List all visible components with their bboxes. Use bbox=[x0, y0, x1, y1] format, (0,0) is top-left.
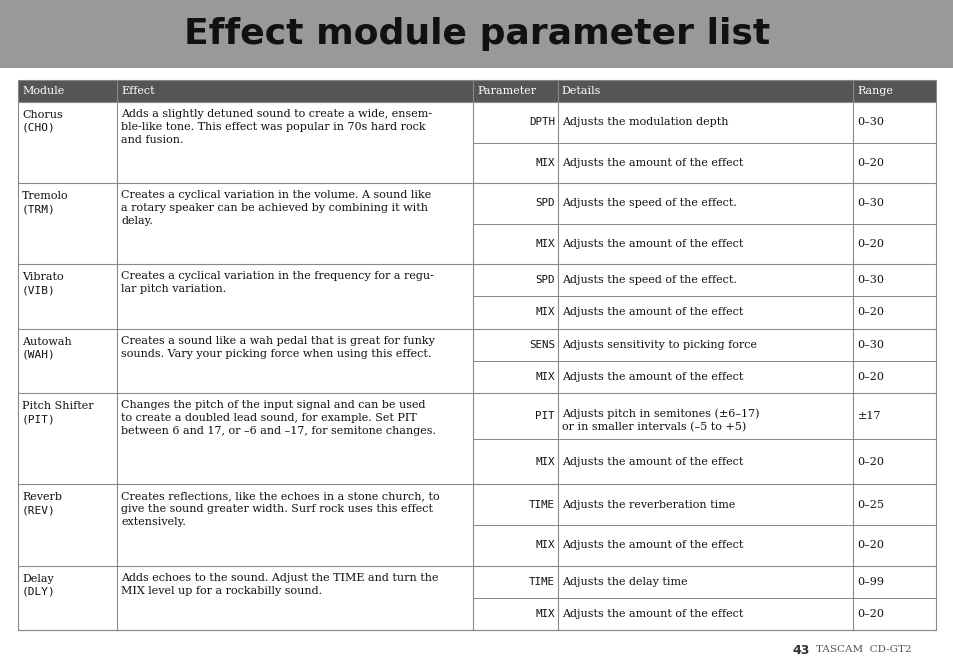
Text: 0–20: 0–20 bbox=[857, 372, 883, 382]
Text: 0–30: 0–30 bbox=[857, 199, 883, 208]
Text: 0–99: 0–99 bbox=[857, 576, 883, 586]
Text: 0–20: 0–20 bbox=[857, 239, 883, 249]
Text: (DLY): (DLY) bbox=[22, 586, 55, 597]
Text: Adjusts the modulation depth: Adjusts the modulation depth bbox=[561, 117, 727, 127]
Text: Vibrato: Vibrato bbox=[22, 272, 64, 282]
Text: ble-like tone. This effect was popular in 70s hard rock: ble-like tone. This effect was popular i… bbox=[121, 122, 425, 132]
Text: (PIT): (PIT) bbox=[22, 414, 55, 424]
Text: Adjusts the delay time: Adjusts the delay time bbox=[561, 576, 687, 586]
Text: Chorus: Chorus bbox=[22, 110, 63, 120]
Text: PIT: PIT bbox=[535, 411, 555, 421]
Text: 0–30: 0–30 bbox=[857, 275, 883, 285]
Text: MIX: MIX bbox=[535, 158, 555, 168]
Text: give the sound greater width. Surf rock uses this effect: give the sound greater width. Surf rock … bbox=[121, 505, 433, 515]
Text: Adjusts the amount of the effect: Adjusts the amount of the effect bbox=[561, 457, 742, 466]
Bar bbox=[18, 80, 935, 630]
Text: to create a doubled lead sound, for example. Set PIT: to create a doubled lead sound, for exam… bbox=[121, 413, 416, 423]
Text: MIX level up for a rockabilly sound.: MIX level up for a rockabilly sound. bbox=[121, 586, 322, 596]
Text: MIX: MIX bbox=[535, 307, 555, 317]
Text: (VIB): (VIB) bbox=[22, 285, 55, 295]
Text: Reverb: Reverb bbox=[22, 493, 62, 503]
Text: lar pitch variation.: lar pitch variation. bbox=[121, 284, 226, 294]
Text: Details: Details bbox=[561, 86, 600, 96]
Text: SENS: SENS bbox=[528, 340, 555, 350]
Bar bbox=[0, 0, 953, 68]
Text: between 6 and 17, or –6 and –17, for semitone changes.: between 6 and 17, or –6 and –17, for sem… bbox=[121, 426, 436, 436]
Text: Creates a cyclical variation in the volume. A sound like: Creates a cyclical variation in the volu… bbox=[121, 190, 431, 200]
Text: Adjusts sensitivity to picking force: Adjusts sensitivity to picking force bbox=[561, 340, 756, 350]
Text: ±17: ±17 bbox=[857, 411, 880, 421]
Text: delay.: delay. bbox=[121, 216, 152, 226]
Text: 0–30: 0–30 bbox=[857, 117, 883, 127]
Text: MIX: MIX bbox=[535, 609, 555, 619]
Text: (REV): (REV) bbox=[22, 505, 55, 515]
Text: 0–20: 0–20 bbox=[857, 540, 883, 550]
Text: (CHO): (CHO) bbox=[22, 123, 55, 133]
Text: Adjusts the speed of the effect.: Adjusts the speed of the effect. bbox=[561, 199, 736, 208]
Text: Delay: Delay bbox=[22, 574, 53, 584]
Text: Adjusts the reverberation time: Adjusts the reverberation time bbox=[561, 500, 735, 510]
Text: MIX: MIX bbox=[535, 372, 555, 382]
Text: TASCAM  CD-GT2: TASCAM CD-GT2 bbox=[815, 646, 911, 654]
Text: and fusion.: and fusion. bbox=[121, 135, 183, 145]
Text: 43: 43 bbox=[792, 643, 809, 656]
Text: Creates a cyclical variation in the frequency for a regu-: Creates a cyclical variation in the freq… bbox=[121, 271, 434, 281]
Text: MIX: MIX bbox=[535, 239, 555, 249]
Text: 0–20: 0–20 bbox=[857, 457, 883, 466]
Text: sounds. Vary your picking force when using this effect.: sounds. Vary your picking force when usi… bbox=[121, 348, 431, 358]
Text: (WAH): (WAH) bbox=[22, 350, 55, 360]
Text: MIX: MIX bbox=[535, 540, 555, 550]
Text: MIX: MIX bbox=[535, 457, 555, 466]
Text: Module: Module bbox=[22, 86, 64, 96]
Text: Adjusts the amount of the effect: Adjusts the amount of the effect bbox=[561, 239, 742, 249]
Text: Changes the pitch of the input signal and can be used: Changes the pitch of the input signal an… bbox=[121, 400, 425, 410]
Text: 0–20: 0–20 bbox=[857, 609, 883, 619]
Text: TIME: TIME bbox=[528, 500, 555, 510]
Text: Creates reflections, like the echoes in a stone church, to: Creates reflections, like the echoes in … bbox=[121, 491, 439, 501]
Text: 0–20: 0–20 bbox=[857, 307, 883, 317]
Text: TIME: TIME bbox=[528, 576, 555, 586]
Text: DPTH: DPTH bbox=[528, 117, 555, 127]
Text: Adjusts the amount of the effect: Adjusts the amount of the effect bbox=[561, 158, 742, 168]
Bar bbox=[18, 80, 935, 102]
Text: extensively.: extensively. bbox=[121, 517, 186, 527]
Text: or in smaller intervals (–5 to +5): or in smaller intervals (–5 to +5) bbox=[561, 422, 745, 432]
Text: Adjusts the amount of the effect: Adjusts the amount of the effect bbox=[561, 372, 742, 382]
Text: a rotary speaker can be achieved by combining it with: a rotary speaker can be achieved by comb… bbox=[121, 203, 428, 213]
Text: Adjusts pitch in semitones (±6–17): Adjusts pitch in semitones (±6–17) bbox=[561, 409, 759, 419]
Text: Tremolo: Tremolo bbox=[22, 191, 69, 201]
Text: Autowah: Autowah bbox=[22, 337, 71, 347]
Text: Effect: Effect bbox=[121, 86, 154, 96]
Text: Adds echoes to the sound. Adjust the TIME and turn the: Adds echoes to the sound. Adjust the TIM… bbox=[121, 572, 438, 582]
Text: SPD: SPD bbox=[535, 275, 555, 285]
Text: Adjusts the amount of the effect: Adjusts the amount of the effect bbox=[561, 540, 742, 550]
Text: Range: Range bbox=[857, 86, 892, 96]
Text: 0–25: 0–25 bbox=[857, 500, 883, 510]
Text: 0–30: 0–30 bbox=[857, 340, 883, 350]
Text: Pitch Shifter: Pitch Shifter bbox=[22, 401, 93, 411]
Text: Adjusts the speed of the effect.: Adjusts the speed of the effect. bbox=[561, 275, 736, 285]
Text: Parameter: Parameter bbox=[476, 86, 536, 96]
Text: SPD: SPD bbox=[535, 199, 555, 208]
Text: 0–20: 0–20 bbox=[857, 158, 883, 168]
Text: (TRM): (TRM) bbox=[22, 204, 55, 214]
Text: Adjusts the amount of the effect: Adjusts the amount of the effect bbox=[561, 609, 742, 619]
Text: Creates a sound like a wah pedal that is great for funky: Creates a sound like a wah pedal that is… bbox=[121, 336, 435, 346]
Text: Adds a slightly detuned sound to create a wide, ensem-: Adds a slightly detuned sound to create … bbox=[121, 109, 432, 119]
Text: Effect module parameter list: Effect module parameter list bbox=[184, 17, 769, 51]
Text: Adjusts the amount of the effect: Adjusts the amount of the effect bbox=[561, 307, 742, 317]
